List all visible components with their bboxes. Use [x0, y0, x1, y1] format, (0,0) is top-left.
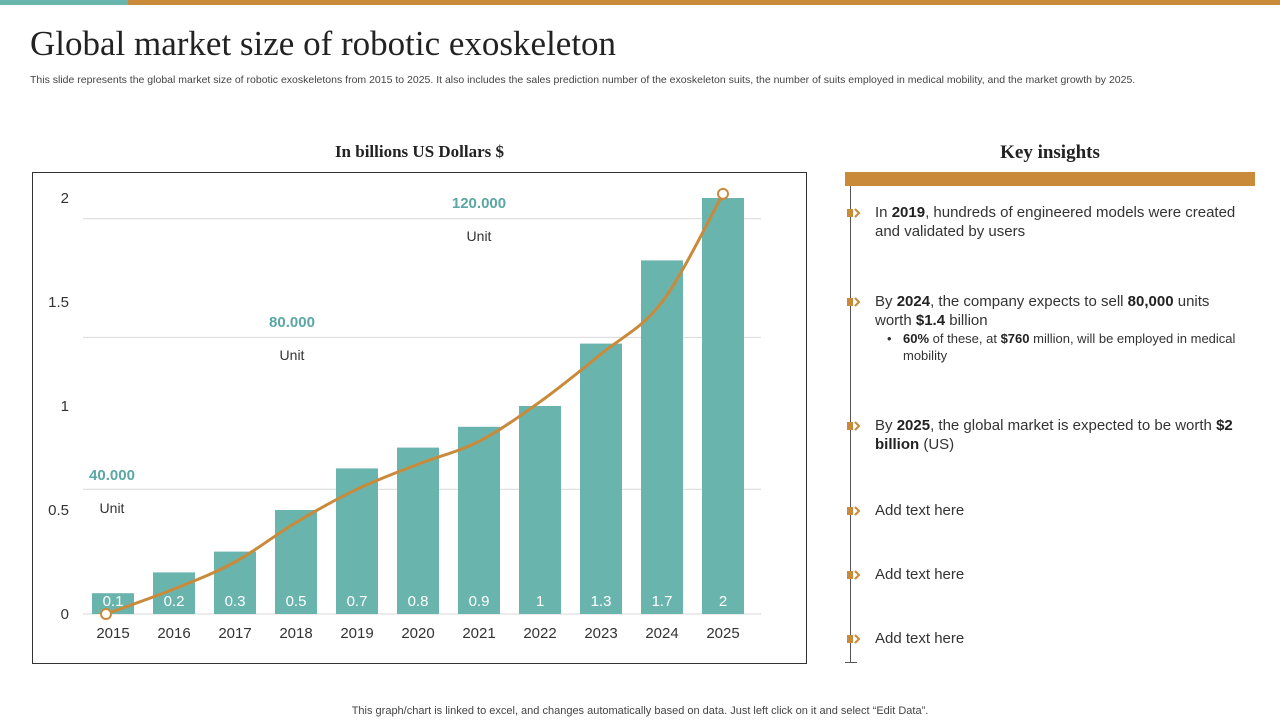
annotation-unit-2: Unit — [280, 347, 305, 363]
units-trend-line — [105, 193, 725, 616]
y-tick-label-2: 2 — [61, 190, 69, 207]
arrow-bullet-icon — [847, 570, 861, 580]
x-tick-label-2017: 2017 — [218, 625, 251, 642]
x-tick-label-2020: 2020 — [401, 625, 434, 642]
bar-value-label-2024: 1.7 — [652, 593, 673, 610]
annotation-value-3: 120.000 — [452, 195, 506, 212]
bar-2022 — [519, 406, 561, 614]
annotation-value-1: 40.000 — [89, 467, 135, 484]
chart-title: In billions US Dollars $ — [334, 142, 505, 161]
bar-2025 — [702, 198, 744, 614]
arrow-bullet-icon — [847, 297, 861, 307]
bar-value-label-2020: 0.8 — [408, 593, 429, 610]
arrow-bullet-icon — [847, 208, 861, 218]
insight-text: Add text here — [875, 502, 965, 519]
arrow-bullet-icon — [847, 634, 861, 644]
x-tick-label-2016: 2016 — [157, 625, 190, 642]
bar-2024 — [641, 260, 683, 614]
insight-text: Add text here — [875, 566, 965, 583]
x-tick-label-2015: 2015 — [96, 625, 129, 642]
bar-value-label-2017: 0.3 — [225, 593, 246, 610]
top-accent-orange — [128, 0, 1280, 5]
bar-value-label-2015: 0.1 — [103, 593, 124, 610]
bar-2019 — [336, 468, 378, 614]
insight-text: Add text here — [875, 630, 965, 647]
timeline-end-tick — [845, 662, 857, 663]
arrow-bullet-icon — [847, 506, 861, 516]
arrow-bullet-icon — [847, 421, 861, 431]
insights-header-bar — [845, 172, 1255, 186]
x-tick-label-2025: 2025 — [706, 625, 739, 642]
x-tick-label-2018: 2018 — [279, 625, 312, 642]
insight-sub-bullet: 60% of these, at $760 million, will be e… — [875, 330, 1245, 364]
insight-text: By 2024, the company expects to sell 80,… — [875, 292, 1245, 364]
insights-title: Key insights — [1000, 142, 1100, 163]
page-title: Global market size of robotic exoskeleto… — [30, 24, 617, 63]
bar-value-label-2021: 0.9 — [469, 593, 490, 610]
x-tick-label-2022: 2022 — [523, 625, 556, 642]
insight-text: By 2025, the global market is expected t… — [875, 417, 1233, 453]
x-tick-label-2019: 2019 — [340, 625, 373, 642]
y-tick-label-0: 0 — [61, 606, 69, 623]
trend-end-marker — [717, 187, 729, 200]
y-tick-label-1.5: 1.5 — [48, 294, 69, 311]
bar-value-label-2022: 1 — [536, 593, 544, 610]
bar-value-label-2019: 0.7 — [347, 593, 368, 610]
x-tick-label-2023: 2023 — [584, 625, 617, 642]
bar-2020 — [397, 447, 439, 614]
x-tick-label-2024: 2024 — [645, 625, 678, 642]
chart-frame[interactable]: 0 0.5 1 1.5 2 0.1 2015 0.2 2016 0.3 2017 0.5 2018 0.7… — [32, 172, 807, 664]
bar-2021 — [458, 426, 500, 614]
annotation-unit-1: Unit — [100, 500, 125, 516]
annotation-unit-3: Unit — [467, 228, 492, 244]
page-subtitle: This slide represents the global market … — [30, 74, 1136, 86]
market-size-chart: 0 0.5 1 1.5 2 0.1 2015 0.2 2016 0.3 2017 0.5 2018 0.7… — [48, 187, 761, 642]
bar-value-label-2023: 1.3 — [591, 593, 612, 610]
bar-2023 — [580, 343, 622, 614]
x-tick-label-2021: 2021 — [462, 625, 495, 642]
bar-value-label-2016: 0.2 — [164, 593, 185, 610]
y-tick-label-1: 1 — [61, 398, 69, 415]
annotation-value-2: 80.000 — [269, 314, 315, 331]
footer-note: This graph/chart is linked to excel, and… — [351, 705, 929, 717]
top-accent-teal — [0, 0, 128, 5]
y-tick-label-0.5: 0.5 — [48, 502, 69, 519]
trend-start-marker — [100, 608, 112, 620]
bar-value-label-2018: 0.5 — [286, 593, 307, 610]
bar-2018 — [275, 510, 317, 614]
bar-value-label-2025: 2 — [719, 593, 727, 610]
insight-text: In 2019, hundreds of engineered models w… — [875, 204, 1236, 240]
